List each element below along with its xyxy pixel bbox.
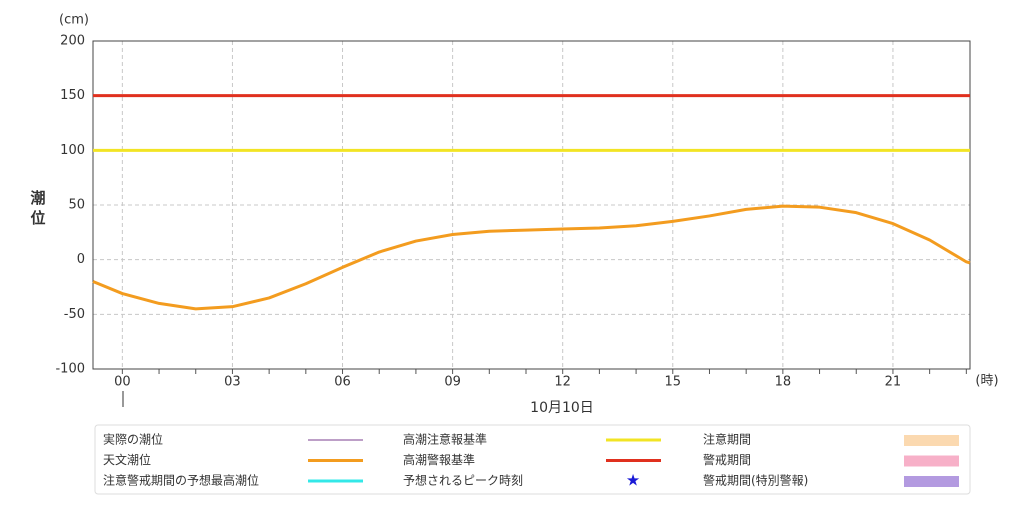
x-tick-label: 03	[224, 375, 241, 390]
x-tick-label: 06	[334, 375, 351, 390]
y-tick-label: -100	[55, 362, 85, 377]
x-unit: (時)	[975, 374, 998, 389]
legend-label: 注意警戒期間の予想最高潮位	[103, 473, 259, 488]
y-tick-label: 50	[68, 198, 85, 213]
plot-frame	[92, 40, 971, 370]
y-unit: (cm)	[59, 13, 89, 28]
legend-star: ★	[626, 471, 640, 490]
x-tick-label: 12	[554, 375, 571, 390]
legend-label: 高潮警報基準	[403, 452, 475, 467]
legend-label: 高潮注意報基準	[403, 432, 487, 447]
y-tick-label: 200	[60, 34, 85, 49]
legend-swatch	[904, 435, 959, 446]
y-axis-label: 潮位	[30, 189, 45, 227]
legend-label: 天文潮位	[103, 452, 151, 467]
legend-label: 注意期間	[703, 432, 751, 447]
x-tick-label: 15	[665, 375, 682, 390]
x-tick-label: 09	[444, 375, 461, 390]
x-axis-label: 10月10日	[530, 400, 594, 416]
x-tick-label: 21	[885, 375, 902, 390]
y-tick-label: 0	[77, 252, 85, 267]
series-line	[92, 204, 971, 311]
legend-swatch	[904, 476, 959, 487]
legend-swatch	[904, 455, 959, 467]
x-tick-label: 18	[775, 375, 792, 390]
y-tick-label: 100	[60, 143, 85, 158]
y-tick-label: 150	[60, 88, 85, 103]
legend-label: 予想されるピーク時刻	[403, 473, 523, 488]
legend-label: 実際の潮位	[103, 432, 163, 447]
legend-label: 警戒期間	[703, 452, 751, 467]
x-tick-label: 00	[114, 375, 131, 390]
y-tick-label: -50	[64, 307, 85, 322]
legend-label: 警戒期間(特別警報)	[703, 473, 808, 488]
legend-box	[94, 424, 971, 495]
